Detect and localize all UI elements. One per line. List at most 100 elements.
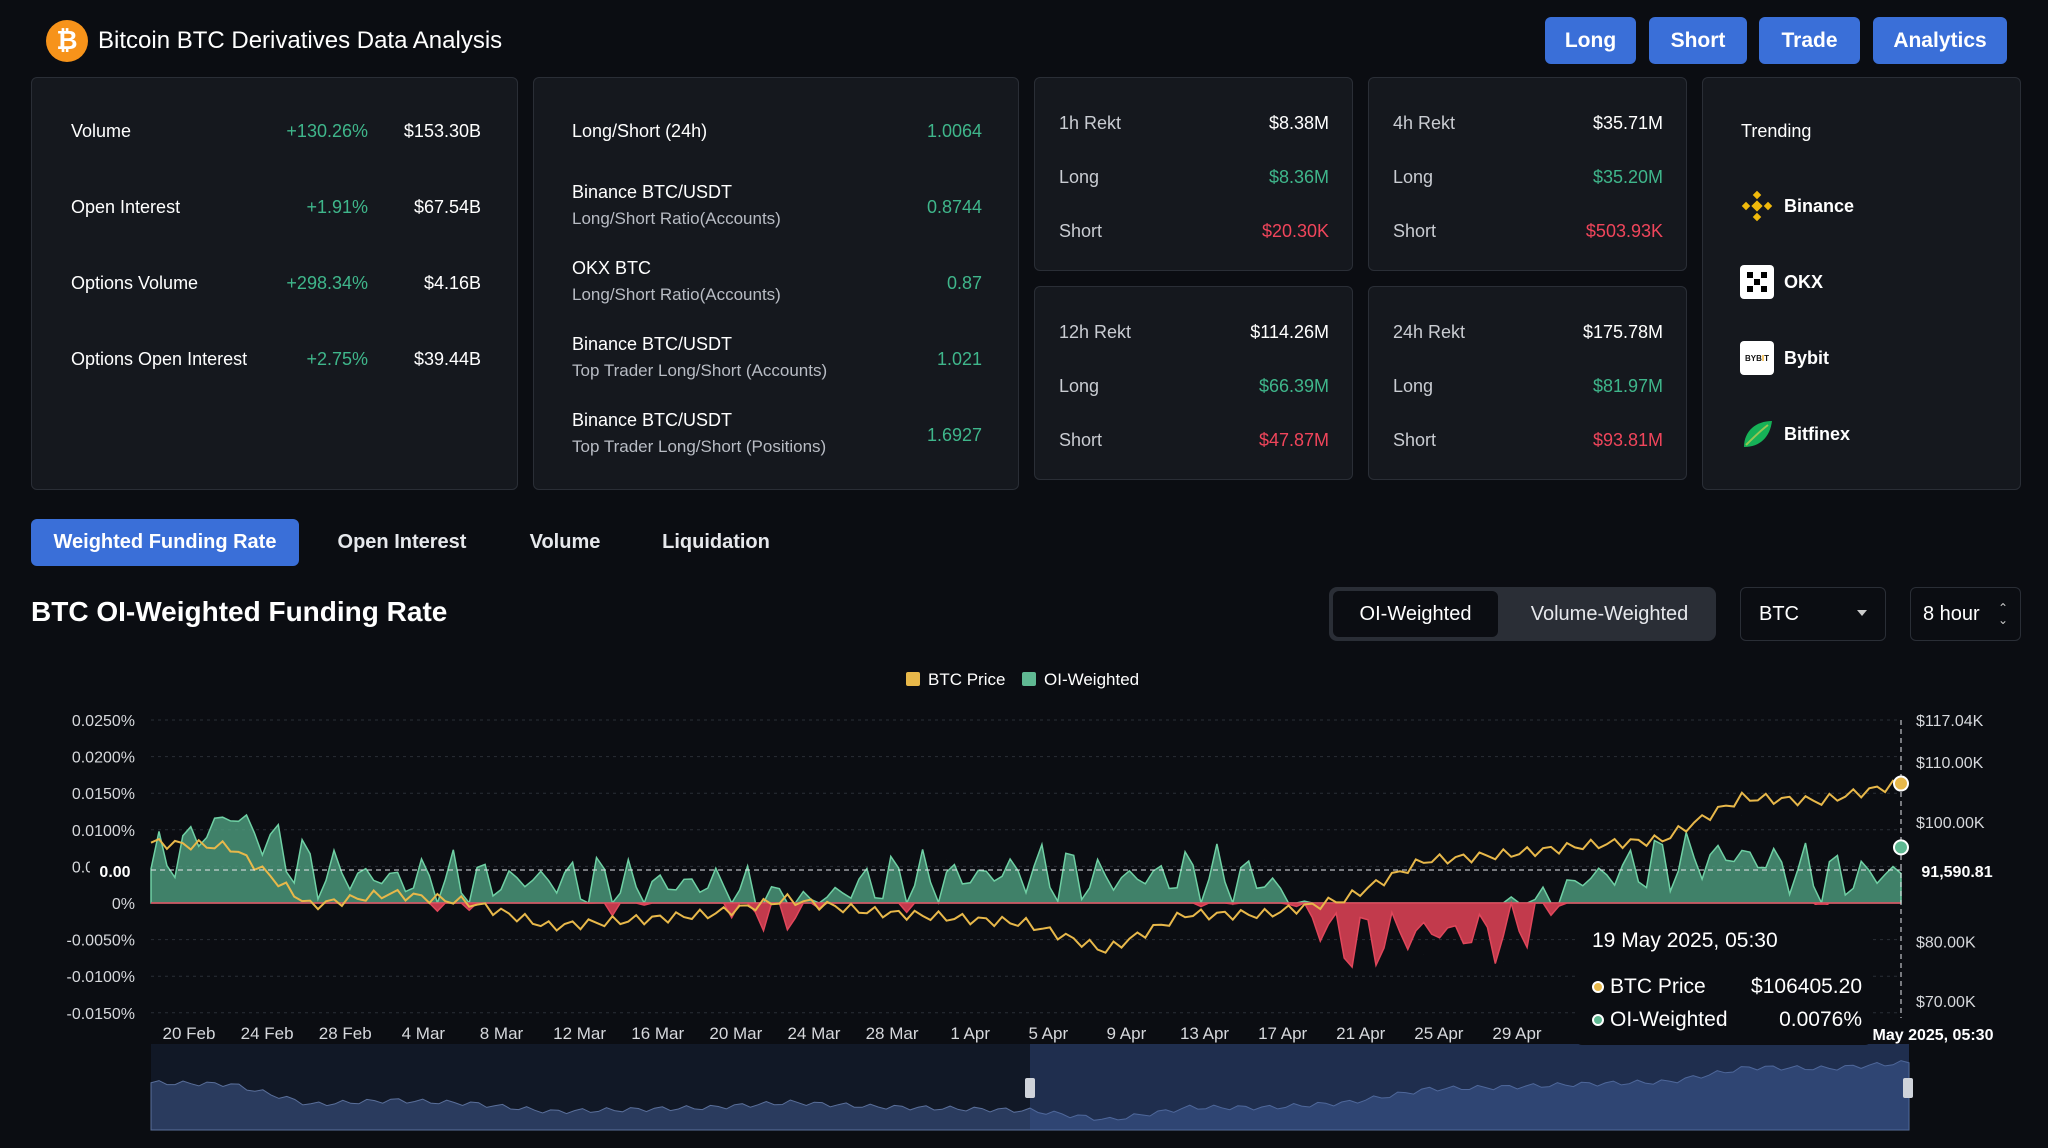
- x-tick-label: 17 Apr: [1258, 1024, 1307, 1043]
- stat-row-open-interest: Open Interest +1.91% $67.54B: [71, 197, 481, 218]
- trending-item-bitfinex[interactable]: Bitfinex: [1740, 417, 1850, 451]
- rekt-total-row: 1h Rekt $8.38M: [1059, 113, 1329, 134]
- y-left-tick-label: -0.0100%: [67, 969, 136, 986]
- tooltip-row-btc-price: BTC Price $106405.20: [1592, 975, 1862, 999]
- interval-select[interactable]: 8 hour ⌃ ⌄: [1910, 587, 2021, 641]
- analytics-button[interactable]: Analytics: [1873, 17, 2007, 64]
- trending-item-bybit[interactable]: BYB I T Bybit: [1740, 341, 1829, 375]
- trending-item-binance[interactable]: Binance: [1740, 189, 1854, 223]
- x-tick-label: 29 Apr: [1492, 1024, 1541, 1043]
- bitcoin-icon: ₿: [46, 19, 88, 62]
- x-tick-label: 13 Apr: [1180, 1024, 1229, 1043]
- ratio-title: OKX BTC: [572, 258, 652, 278]
- tooltip-row-oi-weighted: OI-Weighted 0.0076%: [1592, 1008, 1862, 1032]
- y-left-tick-label: -0.0150%: [67, 1006, 136, 1023]
- rekt-short-value: $93.81M: [1592, 430, 1663, 450]
- tab-liquidation[interactable]: Liquidation: [662, 531, 770, 553]
- rekt-short-value: $503.93K: [1585, 221, 1663, 241]
- page-title: Bitcoin BTC Derivatives Data Analysis: [98, 26, 503, 54]
- rekt-short-row: Short $20.30K: [1059, 221, 1329, 242]
- trending-item-label: OKX: [1784, 271, 1824, 292]
- x-tick-label: 28 Feb: [319, 1024, 372, 1043]
- rekt-short-row: Short $503.93K: [1393, 221, 1663, 242]
- rekt-total: $114.26M: [1250, 322, 1329, 342]
- ratio-title: Long/Short (24h): [572, 121, 708, 141]
- x-tick-label: 24 Feb: [241, 1024, 294, 1043]
- legend-label-btc-price: BTC Price: [928, 670, 1005, 689]
- interval-select-value: 8 hour: [1923, 602, 1980, 625]
- rekt-long-row: Long $66.39M: [1059, 376, 1329, 397]
- rekt-card-12h: 12h Rekt $114.26M Long $66.39M Short $47.87…: [1034, 286, 1353, 480]
- long-button[interactable]: Long: [1545, 17, 1636, 64]
- btc-price-end-marker: [1893, 775, 1909, 792]
- ratio-subtitle: Long/Short Ratio(Accounts): [572, 209, 781, 228]
- stat-value: $39.44B: [413, 349, 481, 369]
- ratio-title: Binance BTC/USDT: [572, 334, 733, 354]
- rekt-short-value: $20.30K: [1261, 221, 1329, 241]
- tooltip-label: OI-Weighted: [1610, 1008, 1728, 1031]
- rekt-long-row: Long $81.97M: [1393, 376, 1663, 397]
- rekt-total: $8.38M: [1268, 113, 1329, 133]
- toggle-volume-weighted[interactable]: Volume-Weighted: [1530, 602, 1689, 625]
- logo-row: ₿ Bitcoin BTC Derivatives Data Analysis: [46, 17, 502, 64]
- navigator-selection: [1030, 1044, 1909, 1130]
- rekt-label: 12h Rekt: [1059, 322, 1132, 342]
- range-navigator: [151, 1044, 1909, 1130]
- ratio-title: Binance BTC/USDT: [572, 410, 733, 430]
- x-tick-label: 28 Mar: [866, 1024, 919, 1043]
- rekt-total-row: 24h Rekt $175.78M: [1393, 322, 1663, 343]
- rekt-total: $35.71M: [1592, 113, 1663, 133]
- y-left-tick-label: 0.0100%: [72, 823, 135, 840]
- x-tick-label: 4 Mar: [402, 1024, 446, 1043]
- updown-chevron-icon: ⌃ ⌄: [1997, 601, 2008, 627]
- tab-weighted-funding-rate[interactable]: Weighted Funding Rate: [31, 519, 299, 566]
- rekt-total: $175.78M: [1582, 322, 1663, 342]
- trending-card: Trending: [1702, 77, 2021, 490]
- crosshair-x-label-bg: [1858, 1018, 2008, 1048]
- crosshair-left-label-bg: [90, 857, 140, 885]
- rekt-short-value: $47.87M: [1258, 430, 1329, 450]
- x-tick-label: 21 Apr: [1336, 1024, 1385, 1043]
- rekt-total-row: 4h Rekt $35.71M: [1393, 113, 1663, 134]
- ratio-value: 1.021: [936, 349, 982, 369]
- stat-label: Volume: [71, 121, 132, 141]
- chart-section-title: BTC OI-Weighted Funding Rate: [31, 596, 448, 627]
- y-left-tick-label: 0.0250%: [72, 713, 135, 730]
- rekt-long-label: Long: [1059, 376, 1100, 396]
- rekt-long-label: Long: [1059, 167, 1100, 187]
- ratio-value: 0.8744: [926, 197, 982, 217]
- y-right-tick-label: $110.00K: [1916, 755, 1984, 772]
- crosshair-right-label: 91,590.81: [1921, 864, 1992, 881]
- long-short-ratios-card: Long/Short (24h) 1.0064 Binance BTC/USDT…: [533, 77, 1019, 490]
- y-left-tick-label: -0.0050%: [67, 933, 136, 950]
- rekt-long-value: $66.39M: [1258, 376, 1329, 396]
- tooltip-date: 19 May 2025, 05:30: [1592, 929, 1778, 952]
- y-right-tick-label: $70.00K: [1916, 994, 1976, 1011]
- navigator-left-handle: [1025, 1078, 1035, 1098]
- asset-select[interactable]: BTC: [1740, 587, 1886, 641]
- toggle-oi-weighted[interactable]: OI-Weighted: [1333, 591, 1498, 637]
- ratio-title: Binance BTC/USDT: [572, 182, 733, 202]
- trending-item-label: Bybit: [1784, 347, 1829, 368]
- trending-item-okx[interactable]: OKX: [1740, 265, 1823, 299]
- binance-icon: [1740, 189, 1774, 223]
- tooltip-value: $106405.20: [1751, 975, 1862, 998]
- rekt-long-label: Long: [1393, 167, 1434, 187]
- chart-tooltip: 19 May 2025, 05:30 BTC Price $106405.20 …: [1576, 905, 1871, 1045]
- y-right-tick-label: $117.04K: [1916, 713, 1984, 730]
- tab-volume[interactable]: Volume: [529, 531, 601, 553]
- trade-button[interactable]: Trade: [1759, 17, 1860, 64]
- short-button[interactable]: Short: [1649, 17, 1747, 64]
- tooltip-value: 0.0076%: [1779, 1008, 1862, 1031]
- tab-open-interest[interactable]: Open Interest: [337, 531, 467, 553]
- y-left-tick-label: 0.0200%: [72, 750, 135, 767]
- market-stats-card: Volume +130.26% $153.30B Open Interest +…: [31, 77, 518, 490]
- rekt-short-row: Short $93.81M: [1393, 430, 1663, 451]
- rekt-long-label: Long: [1393, 376, 1434, 396]
- weighting-toggle: OI-Weighted Volume-Weighted: [1329, 587, 1716, 641]
- rekt-short-label: Short: [1059, 430, 1103, 450]
- ratio-subtitle: Long/Short Ratio(Accounts): [572, 285, 781, 304]
- ratio-row: Binance BTC/USDT Top Trader Long/Short (…: [572, 410, 982, 457]
- rekt-long-value: $35.20M: [1592, 167, 1663, 187]
- navigator-price-area: [150, 1060, 1910, 1131]
